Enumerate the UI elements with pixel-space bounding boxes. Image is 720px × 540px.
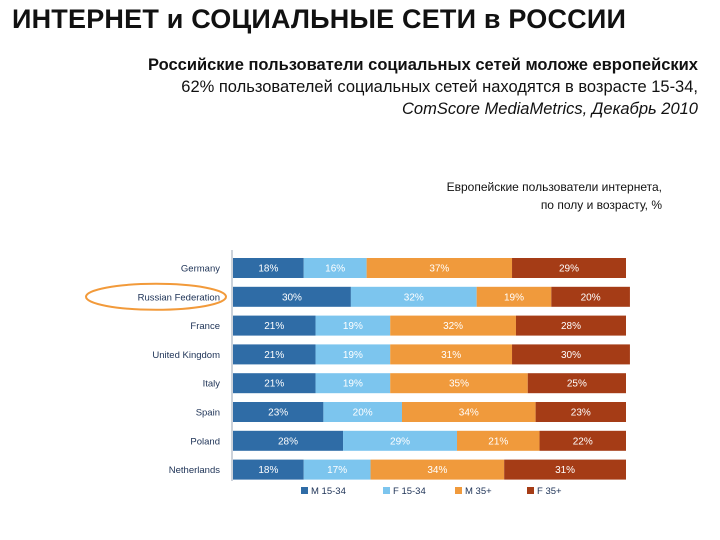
subtitle-line-1: Российские пользователи социальных сетей… bbox=[148, 56, 698, 74]
bar-netherlands-series-1 bbox=[233, 459, 304, 480]
bar-italy-series-3 bbox=[390, 373, 528, 394]
bar-russian-federation-series-1 bbox=[233, 286, 351, 307]
chart-title-line-2: по полу и возрасту, % bbox=[540, 198, 662, 212]
data-label: 32% bbox=[404, 292, 424, 303]
bar-poland-series-2 bbox=[343, 430, 458, 451]
data-label: 21% bbox=[264, 350, 284, 361]
bar-germany-series-2 bbox=[303, 258, 367, 278]
bar-germany-series-1 bbox=[233, 258, 304, 278]
bar-netherlands-series-3 bbox=[370, 459, 505, 480]
chart-title-line-1: Европейские пользователи интернета, bbox=[446, 180, 662, 194]
legend-label-2: F 15-34 bbox=[393, 486, 426, 497]
bar-russian-federation-series-4 bbox=[551, 286, 630, 307]
tick-label-germany: Germany bbox=[181, 264, 220, 275]
data-label: 28% bbox=[278, 436, 298, 447]
tick-label-france: France bbox=[190, 321, 220, 332]
tick-label-netherlands: Netherlands bbox=[169, 465, 220, 476]
bar-spain-series-3 bbox=[401, 402, 536, 422]
legend-swatch-1 bbox=[301, 487, 308, 494]
data-label: 19% bbox=[343, 379, 363, 390]
data-label: 20% bbox=[353, 408, 373, 419]
data-label: 34% bbox=[427, 465, 447, 476]
data-label: 22% bbox=[573, 436, 593, 447]
data-label: 21% bbox=[488, 436, 508, 447]
legend-label-3: M 35+ bbox=[465, 486, 492, 497]
bar-germany-series-4 bbox=[512, 258, 626, 278]
chart-title: Европейские пользователи интернета, по п… bbox=[447, 178, 662, 214]
legend-swatch-3 bbox=[455, 487, 462, 494]
bar-italy-series-1 bbox=[233, 373, 316, 394]
bar-poland-series-3 bbox=[457, 430, 540, 451]
bar-france-series-3 bbox=[390, 315, 516, 336]
bar-russian-federation-series-2 bbox=[350, 286, 477, 307]
data-label: 32% bbox=[443, 321, 463, 332]
legend-label-4: F 35+ bbox=[537, 486, 562, 497]
bar-spain-series-4 bbox=[535, 402, 626, 422]
subtitle-line-3: ComScore MediaMetrics, Декабрь 2010 bbox=[402, 100, 698, 118]
bar-france-series-4 bbox=[515, 315, 626, 336]
data-label: 30% bbox=[561, 350, 581, 361]
data-label: 23% bbox=[571, 408, 591, 419]
bar-france-series-1 bbox=[233, 315, 316, 336]
tick-label-poland: Poland bbox=[190, 436, 220, 447]
bar-poland-series-1 bbox=[233, 430, 344, 451]
data-label: 37% bbox=[429, 264, 449, 275]
data-label: 30% bbox=[282, 292, 302, 303]
bar-italy-series-4 bbox=[527, 373, 626, 394]
bar-united-kingdom-series-3 bbox=[390, 344, 513, 365]
data-label: 20% bbox=[581, 292, 601, 303]
data-label: 23% bbox=[268, 408, 288, 419]
subtitle-line-2: 62% пользователей социальных сетей наход… bbox=[181, 78, 698, 96]
subtitle-block: Российские пользователи социальных сетей… bbox=[148, 54, 698, 120]
tick-label-italy: Italy bbox=[203, 379, 221, 390]
data-label: 34% bbox=[459, 408, 479, 419]
bar-netherlands-series-4 bbox=[504, 459, 626, 480]
tick-label-russian-federation: Russian Federation bbox=[138, 292, 220, 303]
bar-germany-series-3 bbox=[366, 258, 513, 278]
bar-spain-series-2 bbox=[323, 402, 402, 422]
data-label: 31% bbox=[555, 465, 575, 476]
data-label: 19% bbox=[504, 292, 524, 303]
data-label: 19% bbox=[343, 321, 363, 332]
tick-label-spain: Spain bbox=[196, 408, 220, 419]
data-label: 29% bbox=[559, 264, 579, 275]
data-label: 25% bbox=[567, 379, 587, 390]
bar-russian-federation-series-3 bbox=[476, 286, 552, 307]
highlight-ellipse bbox=[85, 282, 227, 311]
data-label: 21% bbox=[264, 321, 284, 332]
data-label: 18% bbox=[258, 264, 278, 275]
slide-title: ИНТЕРНЕТ и СОЦИАЛЬНЫЕ СЕТИ в РОССИИ bbox=[12, 4, 627, 34]
data-label: 16% bbox=[325, 264, 345, 275]
data-label: 21% bbox=[264, 379, 284, 390]
tick-label-united-kingdom: United Kingdom bbox=[152, 350, 220, 361]
data-label: 35% bbox=[449, 379, 469, 390]
legend-label-1: M 15-34 bbox=[311, 486, 346, 497]
data-label: 31% bbox=[441, 350, 461, 361]
bar-france-series-2 bbox=[315, 315, 391, 336]
data-label: 17% bbox=[327, 465, 347, 476]
bar-netherlands-series-2 bbox=[303, 459, 371, 480]
data-label: 29% bbox=[390, 436, 410, 447]
data-label: 28% bbox=[561, 321, 581, 332]
bar-united-kingdom-series-4 bbox=[512, 344, 630, 365]
bar-spain-series-1 bbox=[233, 402, 324, 422]
bar-poland-series-4 bbox=[539, 430, 626, 451]
legend-swatch-2 bbox=[383, 487, 390, 494]
legend-swatch-4 bbox=[527, 487, 534, 494]
data-label: 19% bbox=[343, 350, 363, 361]
bar-italy-series-2 bbox=[315, 373, 391, 394]
bar-united-kingdom-series-2 bbox=[315, 344, 391, 365]
data-label: 18% bbox=[258, 465, 278, 476]
bar-united-kingdom-series-1 bbox=[233, 344, 316, 365]
